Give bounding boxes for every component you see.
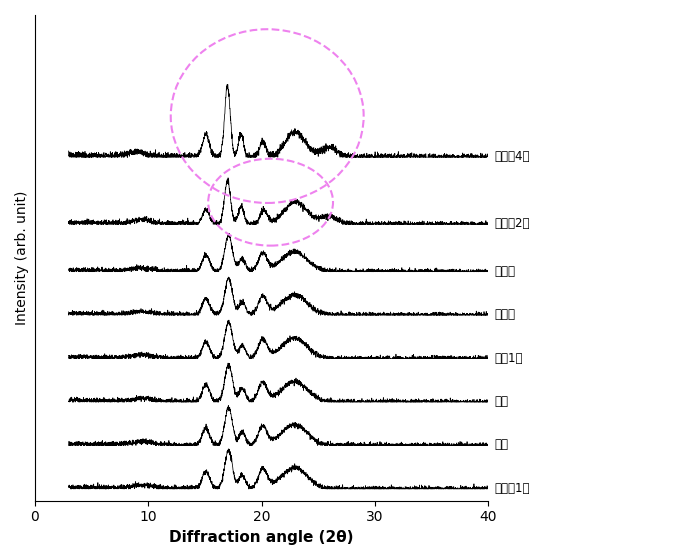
Text: 설갱: 설갱 <box>494 395 508 408</box>
Y-axis label: Intensity (arb. unit): Intensity (arb. unit) <box>15 190 29 325</box>
X-axis label: Diffraction angle (2θ): Diffraction angle (2θ) <box>169 530 354 545</box>
Text: 한아름: 한아름 <box>494 308 515 321</box>
Text: 고아미4호: 고아미4호 <box>494 150 530 163</box>
Text: 백진주1호: 백진주1호 <box>494 482 530 495</box>
Text: 일품: 일품 <box>494 438 508 451</box>
Text: 고아미2호: 고아미2호 <box>494 217 530 230</box>
Text: 대립1호: 대립1호 <box>494 352 522 365</box>
Text: 고아미: 고아미 <box>494 265 515 278</box>
